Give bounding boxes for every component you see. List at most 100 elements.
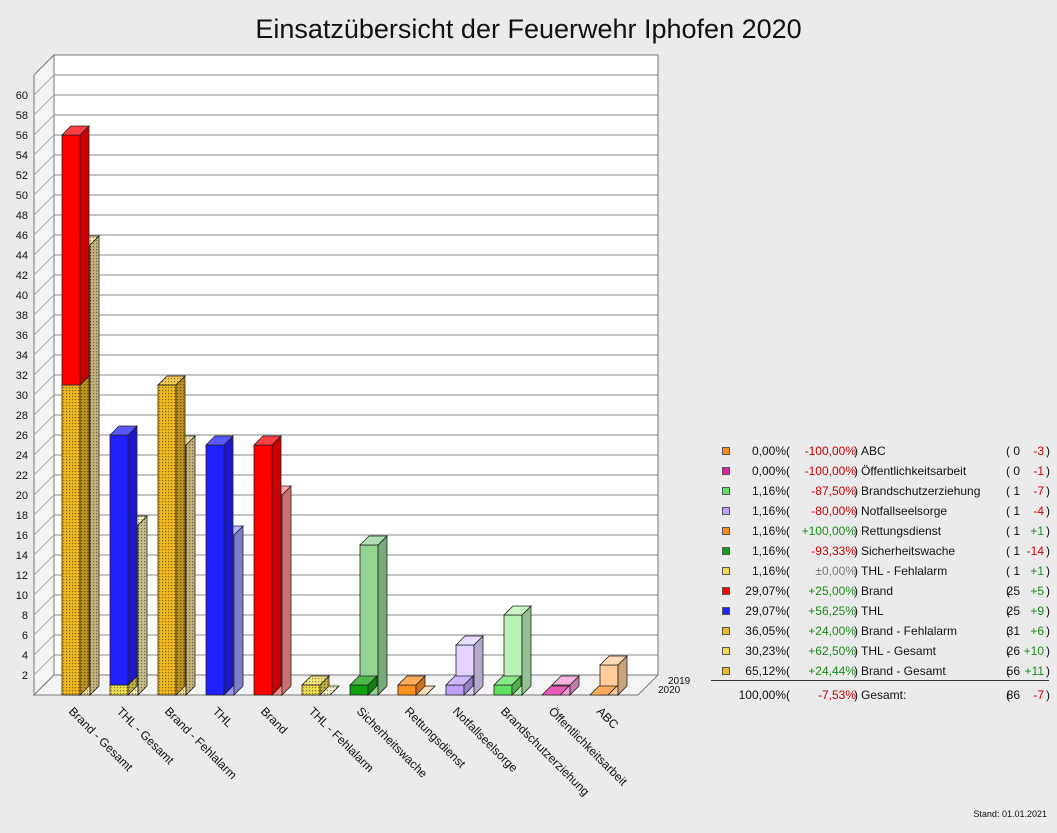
legend-paren-close: ) [854, 604, 858, 618]
gridline-side [33, 494, 55, 516]
gridline-side [33, 354, 55, 376]
y-tick-label: 28 [16, 410, 28, 422]
legend-row: 36,05%(+24,00%) Brand - Fehlalarm 31(+6) [716, 621, 1056, 641]
legend-change: ±0,00% [815, 564, 856, 578]
depth-label-back: 2019 [668, 676, 691, 687]
y-tick-label: 22 [16, 470, 28, 482]
legend-paren-open: ( [786, 444, 790, 458]
legend-row: 1,16%(-80,00%) Notfallseelsorge 1(-4) [716, 501, 1056, 521]
legend-row: 65,12%(+24,44%) Brand - Gesamt 56(+11) [716, 661, 1056, 681]
y-tick-label: 48 [16, 210, 28, 222]
legend-change: -87,50% [811, 484, 856, 498]
legend-change: -93,33% [811, 544, 856, 558]
y-tick-label: 34 [16, 350, 28, 362]
bar-2020 [157, 375, 186, 696]
legend-percent: 1,16% [751, 564, 786, 578]
y-tick-label: 16 [16, 530, 28, 542]
y-tick-label: 2 [22, 670, 28, 682]
legend-count: 1 [1013, 544, 1020, 558]
legend-change: +100,00% [801, 524, 856, 538]
legend-paren-open: ( [786, 688, 790, 702]
legend-paren-open: ( [1006, 644, 1010, 658]
legend-diff: -14 [1026, 544, 1044, 558]
gridline-side [33, 514, 55, 536]
legend-swatch [722, 607, 730, 615]
gridline-side [33, 154, 55, 176]
legend-name: Brandschutzerziehung [861, 484, 981, 498]
bar-2020 [397, 675, 426, 696]
y-tick-label: 54 [16, 150, 28, 162]
legend-change: -100,00% [804, 464, 856, 478]
y-tick-label: 52 [16, 170, 28, 182]
legend-diff: -4 [1033, 504, 1044, 518]
legend-percent: 29,07% [745, 604, 786, 618]
legend-paren-close: ) [1046, 584, 1050, 598]
legend-change: -100,00% [804, 444, 856, 458]
gridline-side [33, 114, 55, 136]
legend-name: Rettungsdienst [861, 524, 942, 538]
bar-2020 [253, 435, 282, 696]
y-tick-label: 36 [16, 330, 28, 342]
legend-paren-open: ( [1006, 444, 1010, 458]
legend-swatch [722, 527, 730, 535]
legend-percent: 30,23% [745, 644, 786, 658]
y-tick-label: 4 [22, 650, 28, 662]
gridline-side [33, 274, 55, 296]
depth-label-front: 2020 [658, 685, 681, 696]
legend-swatch [722, 667, 730, 675]
bar-2019 [503, 605, 532, 696]
legend-diff: +1 [1030, 524, 1044, 538]
legend-paren-open: ( [1006, 664, 1010, 678]
legend-row: 1,16%(+100,00%) Rettungsdienst 1(+1) [716, 521, 1056, 541]
y-tick-label: 14 [16, 550, 28, 562]
legend-paren-open: ( [786, 504, 790, 518]
y-tick-label: 60 [16, 90, 28, 102]
legend-swatch [722, 487, 730, 495]
legend-paren-close: ) [854, 644, 858, 658]
y-tick-label: 58 [16, 110, 28, 122]
legend-paren-open: ( [1006, 544, 1010, 558]
gridline-side [33, 454, 55, 476]
y-tick-label: 24 [16, 450, 28, 462]
chart-title: Einsatzübersicht der Feuerwehr Iphofen 2… [255, 14, 802, 44]
legend-paren-open: ( [786, 604, 790, 618]
legend-count: 1 [1013, 504, 1020, 518]
legend-name: Gesamt: [861, 688, 907, 702]
legend-name: Brand - Gesamt [861, 664, 946, 678]
legend-total-row: 100,00%(-7,53%) Gesamt: 86(-7) [716, 685, 1056, 705]
gridline-side [33, 314, 55, 336]
bar-2020 [301, 675, 330, 696]
legend-paren-open: ( [1006, 464, 1010, 478]
gridline-side [33, 74, 55, 96]
legend-paren-open: ( [1006, 524, 1010, 538]
legend-count: 25 [1006, 584, 1020, 598]
legend-paren-close: ) [854, 524, 858, 538]
gridline-side [33, 254, 55, 276]
stand-date: Stand: 01.01.2021 [973, 809, 1047, 819]
legend-paren-close: ) [1046, 604, 1050, 618]
legend-paren-open: ( [786, 544, 790, 558]
legend-paren-close: ) [1046, 484, 1050, 498]
legend-count: 56 [1006, 664, 1020, 678]
legend-paren-close: ) [854, 664, 858, 678]
legend-swatch [722, 507, 730, 515]
legend-count: 86 [1006, 688, 1020, 702]
y-tick-label: 56 [16, 130, 28, 142]
bar-2020 [493, 675, 522, 696]
legend-swatch [722, 467, 730, 475]
legend-paren-open: ( [786, 564, 790, 578]
legend-paren-open: ( [786, 584, 790, 598]
legend-row: 1,16%(-93,33%) Sicherheitswache 1(-14) [716, 541, 1056, 561]
legend-row: 1,16%(±0,00%) THL - Fehlalarm 1(+1) [716, 561, 1056, 581]
legend-diff: +5 [1030, 584, 1044, 598]
legend-paren-open: ( [1006, 584, 1010, 598]
legend-count: 31 [1006, 624, 1020, 638]
legend-name: Brand [861, 584, 894, 598]
legend-change: +62,50% [808, 644, 856, 658]
legend-name: Sicherheitswache [861, 544, 956, 558]
gridline-side [33, 634, 55, 656]
legend-diff: -3 [1033, 444, 1044, 458]
legend-name: Brand - Fehlalarm [861, 624, 958, 638]
legend-row: 0,00%(-100,00%) Öffentlichkeitsarbeit 0(-1… [716, 461, 1056, 481]
legend-percent: 1,16% [751, 544, 786, 558]
